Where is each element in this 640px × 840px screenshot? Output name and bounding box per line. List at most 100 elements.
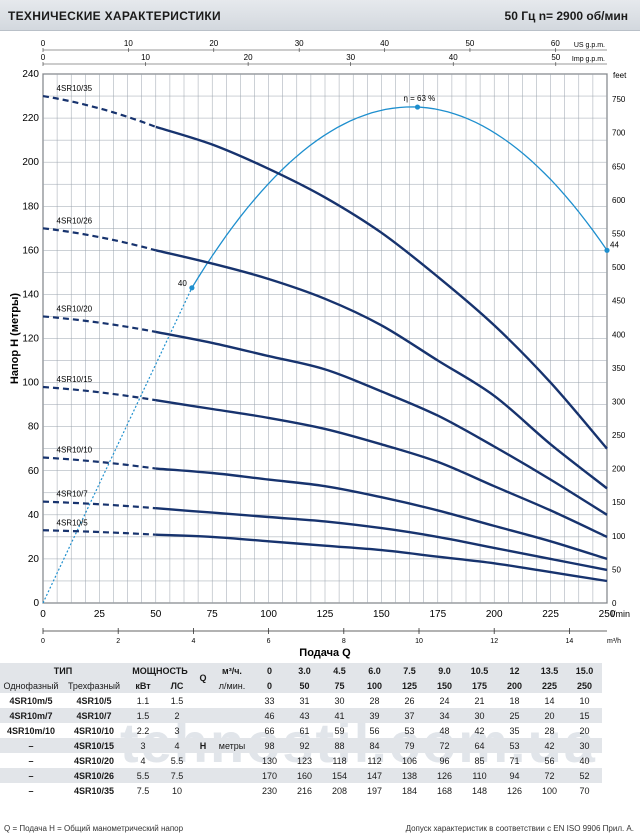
head-value-cell: 20 bbox=[579, 725, 590, 736]
efficiency-marker bbox=[189, 285, 195, 291]
m3h-tick-label: 4 bbox=[191, 638, 195, 645]
pump-curve bbox=[155, 467, 608, 561]
head-value-cell: 39 bbox=[369, 710, 380, 721]
pump-curve bbox=[155, 399, 608, 538]
x-tick-label: 175 bbox=[429, 609, 446, 620]
x-tick-label: 25 bbox=[94, 609, 106, 620]
curve-dashed-segment bbox=[42, 94, 157, 128]
head-value-cell: 106 bbox=[401, 755, 418, 766]
y-tick-label: 140 bbox=[22, 289, 39, 300]
head-value-cell: 21 bbox=[474, 695, 485, 706]
table-cell: 4SR10/35 bbox=[73, 785, 115, 796]
curve-dashed-segment bbox=[42, 529, 156, 536]
table-row: – 4SR10/20 4 5.5 130 123 118 112 106 96 85 71 56 40 bbox=[0, 753, 602, 768]
h-label-cell bbox=[194, 753, 212, 768]
table-cell: 5.5 bbox=[136, 770, 150, 781]
imp-gpm-unit: Imp g.p.m. bbox=[572, 56, 605, 63]
head-value-cell: 170 bbox=[261, 770, 278, 781]
head-value-cell: 98 bbox=[264, 740, 275, 751]
m3h-unit: m³/h bbox=[607, 638, 621, 645]
head-value-cell: 24 bbox=[439, 695, 450, 706]
table-cell: 4SR10/26 bbox=[73, 770, 115, 781]
head-value-cell: 197 bbox=[366, 785, 383, 796]
head-value-cell: 26 bbox=[404, 695, 415, 706]
m3h-tick-label: 10 bbox=[415, 638, 423, 645]
col-q: Q bbox=[199, 673, 207, 683]
q-lmin-cell: 250 bbox=[576, 680, 593, 691]
efficiency-label-right: 44 bbox=[610, 240, 619, 249]
unit-cell bbox=[212, 783, 252, 798]
x-tick-label: 125 bbox=[317, 609, 334, 620]
feet-tick-label: 250 bbox=[612, 431, 626, 440]
y-tick-label: 160 bbox=[22, 245, 39, 256]
q-lmin-cell: 75 bbox=[334, 680, 345, 691]
us-gpm-tick-label: 30 bbox=[295, 39, 304, 48]
pump-curve bbox=[155, 330, 608, 516]
unit-lmin: л/мин. bbox=[218, 680, 246, 691]
imp-gpm-tick-label: 20 bbox=[244, 53, 253, 62]
series-label: 4SR10/5 bbox=[57, 518, 89, 527]
head-value-cell: 72 bbox=[544, 770, 555, 781]
q-lmin-cell: 150 bbox=[436, 680, 453, 691]
q-lmin-cell: 225 bbox=[541, 680, 558, 691]
table-row: – 4SR10/35 7.5 10 230 216 208 197 184 168 148 126 10… bbox=[0, 783, 602, 798]
m3h-tick-label: 14 bbox=[566, 638, 574, 645]
q-lmin-cell: 125 bbox=[401, 680, 418, 691]
series-label: 4SR10/20 bbox=[57, 304, 93, 313]
table-cell: 4SR10/20 bbox=[73, 755, 115, 766]
head-value-cell: 42 bbox=[544, 740, 555, 751]
us-gpm-tick-label: 60 bbox=[551, 39, 560, 48]
h-label-cell bbox=[194, 693, 212, 708]
pump-curve bbox=[155, 249, 608, 490]
head-value-cell: 42 bbox=[474, 725, 485, 736]
head-value-cell: 31 bbox=[299, 695, 310, 706]
header-bar: ТЕХНИЧЕСКИЕ ХАРАКТЕРИСТИКИ 50 Гц n= 2900… bbox=[0, 0, 640, 31]
head-value-cell: 53 bbox=[404, 725, 415, 736]
head-value-cell: 148 bbox=[471, 785, 488, 796]
pump-curve bbox=[155, 533, 608, 583]
unit-cell bbox=[212, 708, 252, 723]
head-value-cell: 96 bbox=[439, 755, 450, 766]
table-cell: 2.2 bbox=[136, 725, 150, 736]
head-value-cell: 72 bbox=[439, 740, 450, 751]
m3h-tick-label: 8 bbox=[342, 638, 346, 645]
table-cell: 4 bbox=[140, 755, 146, 766]
feet-tick-label: 700 bbox=[612, 129, 626, 138]
q-m3h-cell: 13.5 bbox=[540, 665, 559, 676]
head-value-cell: 112 bbox=[367, 755, 382, 766]
head-value-cell: 118 bbox=[332, 755, 347, 766]
table-cell: – bbox=[28, 740, 34, 751]
y-axis-label: Напор H (метры) bbox=[9, 293, 21, 384]
head-value-cell: 126 bbox=[436, 770, 453, 781]
y-tick-label: 80 bbox=[28, 422, 40, 433]
q-m3h-cell: 9.0 bbox=[438, 665, 451, 676]
h-label-cell bbox=[194, 723, 212, 738]
head-value-cell: 28 bbox=[369, 695, 380, 706]
feet-tick-label: 100 bbox=[612, 532, 626, 541]
head-value-cell: 43 bbox=[299, 710, 310, 721]
head-value-cell: 71 bbox=[509, 755, 520, 766]
unit-cell bbox=[212, 753, 252, 768]
series-label: 4SR10/26 bbox=[57, 216, 93, 225]
head-value-cell: 110 bbox=[472, 770, 487, 781]
unit-cell bbox=[212, 768, 252, 783]
table-cell: 7.5 bbox=[170, 770, 184, 781]
head-value-cell: 154 bbox=[331, 770, 348, 781]
unit-cell bbox=[212, 693, 252, 708]
unit-cell bbox=[212, 723, 252, 738]
head-value-cell: 123 bbox=[296, 755, 313, 766]
q-m3h-cell: 15.0 bbox=[575, 665, 594, 676]
feet-tick-label: 350 bbox=[612, 364, 626, 373]
head-value-cell: 85 bbox=[474, 755, 485, 766]
col-kw: кВт bbox=[135, 680, 151, 691]
head-value-cell: 48 bbox=[439, 725, 450, 736]
y-tick-label: 100 bbox=[22, 378, 39, 389]
table-row: – 4SR10/26 5.5 7.5 170 160 154 147 138 126 110 94 72… bbox=[0, 768, 602, 783]
col-three: Трехфазный bbox=[67, 680, 121, 691]
q-m3h-cell: 3.0 bbox=[298, 665, 311, 676]
feet-tick-label: 200 bbox=[612, 465, 626, 474]
feet-tick-label: 300 bbox=[612, 397, 626, 406]
page-title: ТЕХНИЧЕСКИЕ ХАРАКТЕРИСТИКИ bbox=[8, 9, 221, 23]
feet-tick-label: 0 bbox=[612, 599, 617, 608]
